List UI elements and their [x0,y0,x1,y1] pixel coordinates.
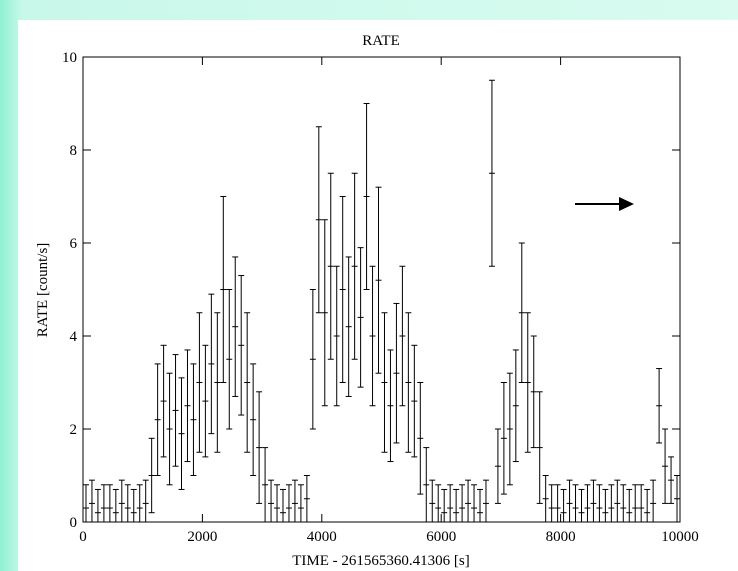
x-axis-label: TIME - 261565360.41306 [s] [292,553,469,569]
chart-title: RATE [362,33,400,49]
arrow-head [619,197,634,211]
x-tick-label: 4000 [307,529,337,545]
y-tick-label: 8 [70,143,78,159]
y-tick-label: 10 [62,50,77,66]
marks [83,79,680,522]
x-tick-label: 6000 [426,529,456,545]
y-axis-label: RATE [count/s] [35,243,51,338]
x-tick-label: 0 [79,529,87,545]
x-tick-label: 8000 [546,529,576,545]
y-tick-label: 4 [70,329,78,345]
y-tick-label: 0 [70,515,78,531]
y-tick-label: 2 [70,422,78,438]
x-tick-label: 2000 [187,529,217,545]
x-tick-label: 10000 [661,529,699,545]
y-tick-label: 6 [70,236,78,252]
panel [18,20,738,571]
plot-frame [82,56,681,523]
